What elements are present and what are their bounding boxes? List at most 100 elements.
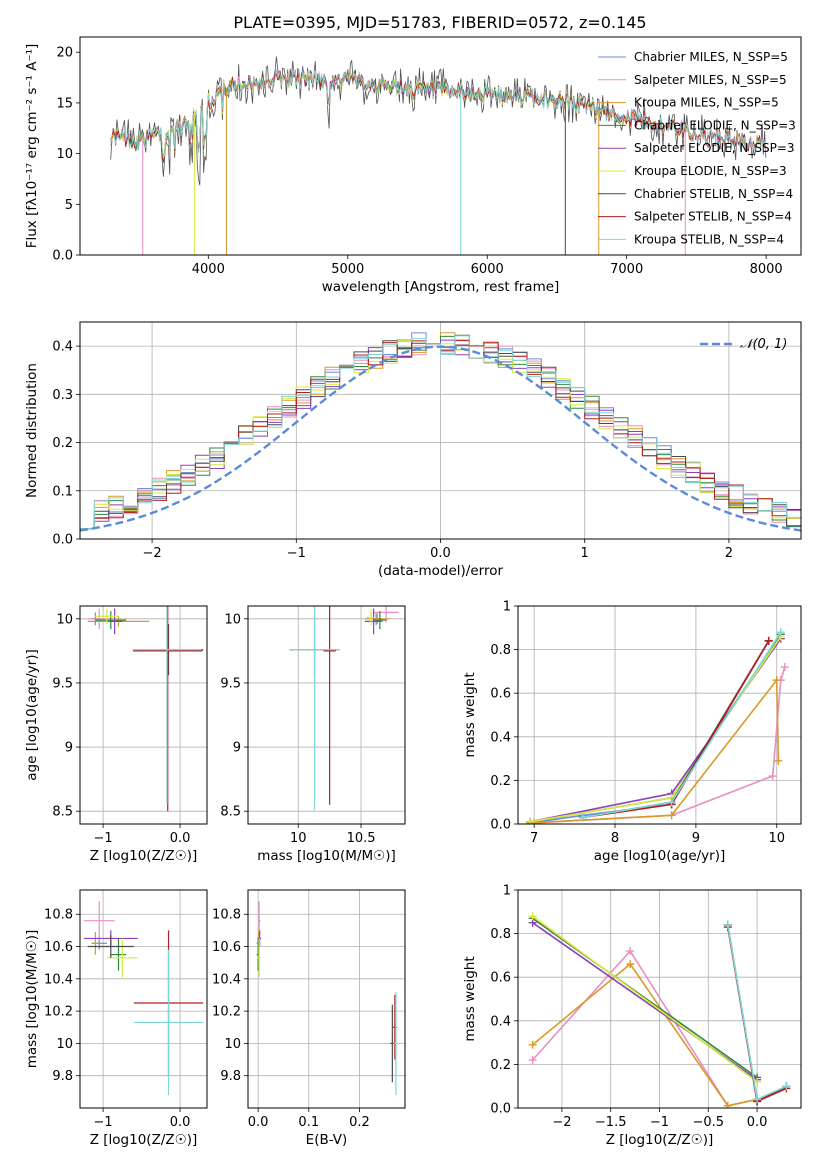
plot-area bbox=[256, 901, 398, 1096]
data-point bbox=[91, 931, 100, 955]
x-tick-label: 4000 bbox=[192, 262, 225, 277]
data-point bbox=[289, 606, 340, 810]
weight-marker bbox=[772, 676, 781, 685]
x-tick-label: 6000 bbox=[471, 262, 504, 277]
weight-series-line bbox=[532, 915, 758, 1083]
grid bbox=[248, 890, 405, 1108]
data-point bbox=[366, 609, 377, 626]
y-tick-label: 10.4 bbox=[212, 972, 241, 987]
y-tick-label: 10 bbox=[224, 1037, 241, 1052]
weight-series-line bbox=[532, 917, 758, 1079]
x-tick-label: 5000 bbox=[331, 262, 364, 277]
axes-frame bbox=[517, 605, 802, 825]
x-tick-label: −0.5 bbox=[693, 1115, 725, 1130]
y-tick-label: 15 bbox=[56, 96, 73, 111]
plot-area bbox=[80, 332, 801, 532]
weight-marker bbox=[776, 628, 785, 637]
plot-area bbox=[526, 628, 789, 824]
x-axis-label: age [log10(age/yr)] bbox=[594, 848, 726, 864]
x-axis-label: Z [log10(Z/Z☉)] bbox=[90, 848, 198, 864]
weight-marker bbox=[626, 960, 635, 969]
weight-marker bbox=[528, 1040, 537, 1049]
weight-marker bbox=[753, 1095, 762, 1104]
y-tick-label: 9 bbox=[233, 741, 241, 756]
y-tick-label: 0.1 bbox=[52, 484, 73, 499]
panel-weight_vs_age: 7 8 9 10 0.0 0.2 0.4 0.6 0.8 1 age [log10(age/yr)]… bbox=[462, 600, 802, 864]
y-tick-label: 10 bbox=[56, 147, 73, 162]
plot-area bbox=[110, 56, 767, 255]
data-point bbox=[257, 938, 261, 978]
y-tick-label: 8.5 bbox=[52, 805, 73, 820]
y-tick-label: 0.0 bbox=[52, 533, 73, 548]
y-tick-label: 0.8 bbox=[490, 927, 511, 942]
y-axis-label: age [log10(age/yr)] bbox=[24, 649, 40, 781]
weight-marker bbox=[667, 798, 676, 807]
data-point bbox=[323, 606, 336, 805]
panel-residuals: −2 −1 0.0 1 2 0.0 0.1 0.2 0.3 0.4 (data-model)/err… bbox=[24, 321, 802, 579]
data-point bbox=[390, 1004, 395, 1083]
weight-marker bbox=[774, 756, 783, 765]
data-point bbox=[83, 901, 115, 941]
y-tick-label: 0.4 bbox=[52, 340, 73, 355]
y-tick-label: 0.6 bbox=[490, 687, 511, 702]
panel-mass_vs_ebv: 0.0 0.1 0.2 9.8 10 10.2 10.4 10.6 10.8 E(B-V) bbox=[212, 889, 406, 1148]
y-tick-label: 10.8 bbox=[212, 908, 241, 923]
y-tick-label: 9.5 bbox=[220, 676, 241, 691]
axes-frame bbox=[79, 889, 208, 1109]
axes-frame bbox=[79, 605, 208, 825]
x-tick-label: 0.0 bbox=[248, 1115, 269, 1130]
weight-marker bbox=[528, 1056, 537, 1065]
x-tick-label: 0.0 bbox=[747, 1115, 768, 1130]
x-tick-label: 1 bbox=[581, 546, 589, 561]
x-tick-label: 0.0 bbox=[430, 546, 451, 561]
legend-label: Kroupa STELIB, N_SSP=4 bbox=[634, 232, 784, 246]
y-axis-label: Flux [fλ10⁻¹⁷ erg cm⁻² s⁻¹ A⁻¹] bbox=[24, 44, 40, 249]
y-tick-label: 0.2 bbox=[52, 436, 73, 451]
axes-frame bbox=[79, 36, 802, 256]
x-tick-label: −1.5 bbox=[595, 1115, 627, 1130]
data-point bbox=[132, 606, 202, 804]
x-tick-label: −1 bbox=[650, 1115, 669, 1130]
weight-series-line bbox=[530, 677, 780, 824]
y-tick-label: 10 bbox=[56, 612, 73, 627]
legend-label: Salpeter STELIB, N_SSP=4 bbox=[634, 210, 792, 224]
data-point bbox=[106, 608, 123, 635]
y-tick-label: 8.5 bbox=[220, 805, 241, 820]
x-tick-label: −1 bbox=[94, 1115, 113, 1130]
axes-frame bbox=[79, 321, 802, 540]
y-axis-label: mass weight bbox=[462, 956, 478, 1041]
x-tick-label: 10 bbox=[768, 831, 785, 846]
weight-marker bbox=[780, 663, 789, 672]
x-axis-label: E(B-V) bbox=[306, 1132, 348, 1148]
x-tick-label: 9 bbox=[692, 831, 700, 846]
x-tick-label: 7000 bbox=[610, 262, 643, 277]
legend-label: Kroupa ELODIE, N_SSP=3 bbox=[634, 164, 787, 178]
y-tick-label: 10 bbox=[224, 612, 241, 627]
x-tick-label: 2 bbox=[725, 546, 733, 561]
x-tick-label: −1 bbox=[94, 831, 113, 846]
legend-label: Chabrier MILES, N_SSP=5 bbox=[634, 50, 788, 64]
x-tick-label: −2 bbox=[552, 1115, 571, 1130]
chart-layer: 4000 5000 6000 7000 8000 0.0 5 10 15 20 wavelength… bbox=[24, 36, 802, 1148]
y-tick-label: 10.4 bbox=[44, 972, 73, 987]
spectrum-line bbox=[110, 70, 767, 160]
legend: Chabrier MILES, N_SSP=5 Salpeter MILES, N… bbox=[598, 50, 796, 246]
y-tick-label: 0.0 bbox=[490, 818, 511, 833]
x-tick-label: 0.2 bbox=[349, 1115, 370, 1130]
y-tick-label: 0.2 bbox=[490, 1058, 511, 1073]
y-axis-label: mass weight bbox=[462, 672, 478, 757]
x-axis-label: Z [log10(Z/Z☉)] bbox=[90, 1132, 198, 1148]
weight-marker bbox=[768, 772, 777, 781]
plot-area bbox=[528, 912, 791, 1108]
y-tick-label: 0.6 bbox=[490, 971, 511, 986]
weight-marker bbox=[578, 813, 587, 822]
x-tick-label: −1 bbox=[287, 546, 306, 561]
data-point bbox=[95, 608, 119, 624]
legend-label: Salpeter ELODIE, N_SSP=3 bbox=[634, 141, 795, 155]
y-tick-label: 0.2 bbox=[490, 774, 511, 789]
weight-marker bbox=[764, 636, 773, 645]
x-axis-label: mass [log10(M/M☉)] bbox=[257, 848, 396, 864]
x-tick-label: 7 bbox=[530, 831, 538, 846]
